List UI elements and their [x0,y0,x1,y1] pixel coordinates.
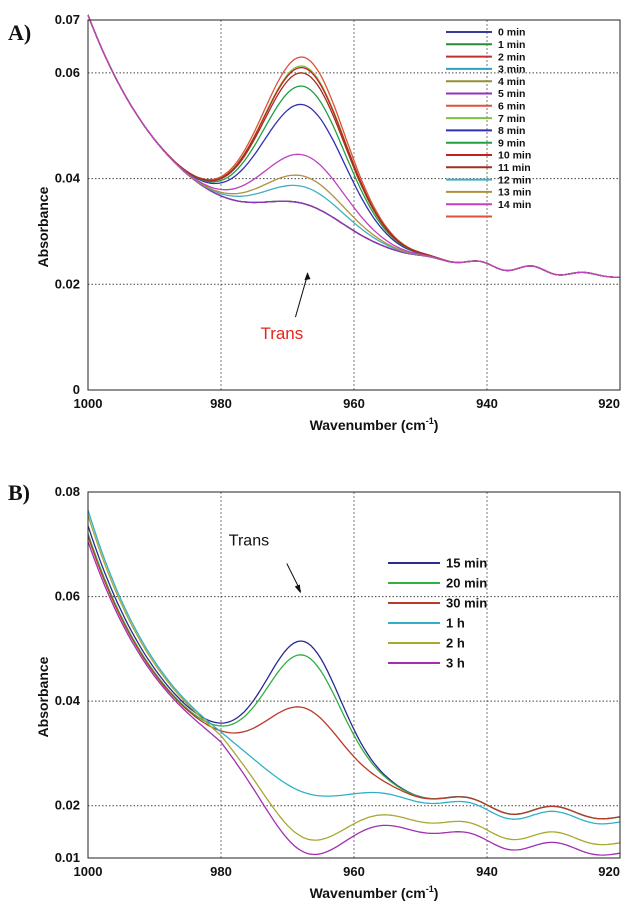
annotation-arrow-head [294,584,301,594]
legend-label-6: 3 h [446,656,465,671]
y-tick-label: 0.01 [55,850,80,865]
x-axis-title-close: ) [434,885,439,901]
panel-b-annotation: Trans [229,533,302,594]
panel-b-y-axis-title: Absorbance [35,656,51,737]
x-axis-title-close: ) [434,417,439,433]
legend-label-5: 4 min [498,76,525,88]
panel-b-x-tick-labels: 1000 980 960 940 920 [74,864,620,879]
panel-a-gridlines [88,20,620,390]
legend-label-3: 2 min [498,51,525,63]
panel-a-label: A) [8,20,31,45]
chart-panel-a: A) 1000 980 960 940 920 0 0.02 0.04 0.06 0.07 Wa… [8,12,621,433]
legend-label-14: 13 min [498,187,531,199]
y-tick-label: 0.02 [55,798,80,813]
panel-a-x-axis-title: Wavenumber (cm-1) [310,416,439,433]
series-line-15 [87,14,620,278]
legend-label-7: 6 min [498,100,525,112]
legend-label-4: 3 min [498,64,525,76]
annotation-arrow-line [294,274,308,318]
x-axis-title-text: Wavenumber (cm [310,885,426,901]
panel-a-x-tick-labels: 1000 980 960 940 920 [74,396,620,411]
x-tick-label: 1000 [74,396,103,411]
legend-label-2: 1 min [498,39,525,51]
y-tick-label: 0.06 [55,589,80,604]
panel-b-legend: 15 min 20 min 30 min 1 h 2 h 3 h [388,556,487,671]
legend-label-2: 20 min [446,576,487,591]
y-tick-label: 0.02 [55,276,80,291]
x-tick-label: 1000 [74,864,103,879]
y-tick-label: 0.08 [55,484,80,499]
panel-a-plot-frame [87,19,621,391]
y-tick-label: 0.04 [55,693,81,708]
x-tick-label: 960 [343,864,365,879]
x-axis-title-text: Wavenumber (cm [310,417,426,433]
y-tick-label: 0.06 [55,65,80,80]
annotation-text: Trans [229,533,269,550]
panel-a-annotation: Trans [260,272,311,343]
legend-label-3: 30 min [446,596,487,611]
panel-b-series-group [87,509,621,856]
x-tick-label: 920 [598,864,620,879]
legend-label-12: 11 min [498,162,531,174]
legend-label-4: 1 h [446,616,465,631]
legend-label-5: 2 h [446,636,465,651]
x-tick-label: 940 [476,396,498,411]
series-line-5 [87,515,621,846]
y-tick-label: 0.04 [55,171,81,186]
legend-label-1: 15 min [446,556,487,571]
panel-b-x-axis-title: Wavenumber (cm-1) [310,884,439,901]
legend-label-13: 12 min [498,174,531,186]
panel-b-plot-frame [87,491,621,859]
panel-a-y-tick-labels: 0 0.02 0.04 0.06 0.07 [55,12,81,397]
legend-label-8: 7 min [498,113,525,125]
series-line-4 [87,509,621,825]
y-tick-label: 0.07 [55,12,80,27]
x-tick-label: 980 [210,864,232,879]
x-axis-title-superscript: -1 [426,884,434,894]
panel-b-gridlines [88,492,620,858]
legend-label-10: 9 min [498,137,525,149]
annotation-arrow-head [304,272,311,281]
panel-b-y-tick-labels: 0.01 0.02 0.04 0.06 0.08 [55,484,81,865]
x-tick-label: 960 [343,396,365,411]
x-tick-label: 980 [210,396,232,411]
x-axis-title-superscript: -1 [426,416,434,426]
legend-label-11: 10 min [498,150,531,162]
legend-label-9: 8 min [498,125,525,137]
annotation-text: Trans [260,324,303,343]
y-tick-label: 0 [73,382,80,397]
legend-label-1: 0 min [498,27,525,39]
series-line-3 [87,535,621,820]
panel-b-label: B) [8,480,30,505]
x-tick-label: 920 [598,396,620,411]
panel-a-y-axis-title: Absorbance [35,186,51,267]
x-tick-label: 940 [476,864,498,879]
series-line-6 [87,541,621,856]
legend-label-6: 5 min [498,88,525,100]
legend-label-15: 14 min [498,199,531,211]
chart-panel-b: B) 1000 980 960 940 920 0.01 0.02 0.04 0.06 0.08… [8,480,621,901]
panel-a-series-group [87,14,620,278]
